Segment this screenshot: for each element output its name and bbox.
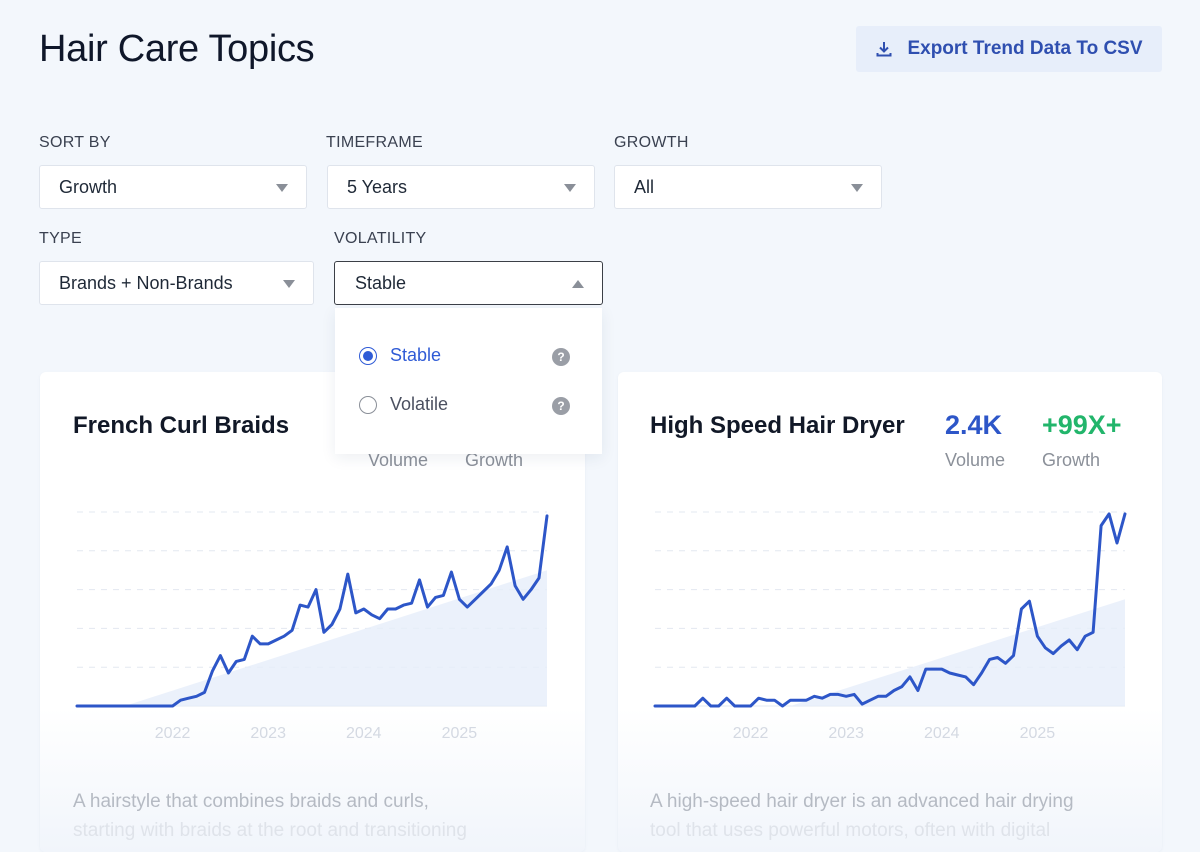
volatility-label: VOLATILITY — [334, 230, 427, 247]
volatility-select[interactable]: Stable — [334, 261, 603, 305]
caret-down-icon — [564, 184, 576, 192]
volume-label: Volume — [368, 450, 429, 470]
volatility-value: Stable — [355, 272, 407, 293]
download-icon — [876, 42, 892, 57]
sort-by-value: Growth — [59, 176, 118, 197]
trend-line — [75, 514, 549, 708]
x-tick-label: 2024 — [346, 725, 382, 742]
sort-by-select[interactable]: Growth — [39, 165, 307, 209]
growth-label: GROWTH — [614, 134, 689, 151]
timeframe-value: 5 Years — [347, 176, 408, 197]
growth-select[interactable]: All — [614, 165, 882, 209]
card-title: French Curl Braids — [73, 412, 290, 439]
option-volatile[interactable]: Volatile — [359, 394, 448, 415]
export-csv-button[interactable]: Export Trend Data To CSV — [856, 26, 1162, 72]
option-label: Volatile — [390, 394, 449, 414]
sort-by-label: SORT BY — [39, 134, 111, 151]
card-description-more: tool that uses powerful motors, often wi… — [650, 820, 1051, 841]
trend-area — [790, 599, 1125, 706]
card-description: A hairstyle that combines braids and cur… — [73, 791, 429, 812]
radio-selected-icon[interactable] — [359, 346, 377, 365]
help-icon[interactable]: ? — [552, 397, 570, 415]
x-tick-label: 2022 — [155, 725, 191, 742]
caret-up-icon — [572, 280, 584, 288]
timeframe-select[interactable]: 5 Years — [327, 165, 595, 209]
card-title: High Speed Hair Dryer — [650, 412, 905, 439]
x-tick-label: 2022 — [733, 725, 769, 742]
type-label: TYPE — [39, 230, 82, 247]
trend-chart: 2022 2023 2024 2025 — [653, 511, 1127, 742]
caret-down-icon — [276, 184, 288, 192]
option-stable[interactable]: Stable — [359, 345, 441, 366]
page-title: Hair Care Topics — [39, 28, 315, 70]
trend-line — [653, 512, 1127, 708]
growth-value: +99X+ — [1042, 410, 1122, 440]
growth-value: All — [634, 176, 655, 197]
caret-down-icon — [283, 280, 295, 288]
caret-down-icon — [851, 184, 863, 192]
export-csv-label: Export Trend Data To CSV — [907, 38, 1143, 59]
timeframe-label: TIMEFRAME — [326, 134, 423, 151]
card-description: A high-speed hair dryer is an advanced h… — [650, 791, 1074, 812]
volume-label: Volume — [945, 450, 1006, 470]
x-tick-label: 2023 — [828, 725, 864, 742]
growth-label: Growth — [465, 450, 524, 470]
x-tick-label: 2024 — [924, 725, 960, 742]
x-tick-label: 2023 — [250, 725, 286, 742]
type-select[interactable]: Brands + Non-Brands — [39, 261, 314, 305]
topic-card-high-speed-hair-dryer[interactable]: High Speed Hair Dryer 2.4K +99X+ Volume … — [618, 372, 1162, 852]
help-icon[interactable]: ? — [552, 348, 570, 366]
growth-label: Growth — [1042, 450, 1101, 470]
card-description-more: starting with braids at the root and tra… — [73, 820, 467, 841]
radio-unselected-icon[interactable] — [359, 395, 377, 414]
option-label: Stable — [390, 345, 442, 365]
type-value: Brands + Non-Brands — [59, 272, 233, 293]
volatility-dropdown-menu: Stable ? Volatile ? — [335, 308, 602, 454]
x-tick-label: 2025 — [442, 725, 478, 742]
x-tick-label: 2025 — [1020, 725, 1056, 742]
volume-value: 2.4K — [945, 410, 1003, 440]
trend-chart: 2022 2023 2024 2025 — [75, 511, 549, 742]
